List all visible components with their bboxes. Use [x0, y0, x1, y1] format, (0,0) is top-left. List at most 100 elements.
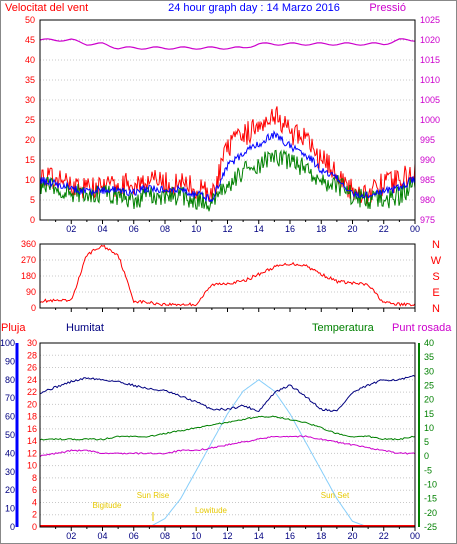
humidity-x-tick-label: 12 — [222, 531, 232, 541]
wind-tick-label: 20 — [25, 135, 35, 145]
rain-tick-label: 18 — [27, 412, 37, 422]
dewpoint-legend: Punt rosada — [392, 322, 452, 334]
graph-date-title: 24 hour graph day : 14 Marzo 2016 — [168, 2, 340, 14]
wind-speed-title: Velocitat del vent — [5, 2, 88, 14]
temperature-tick-label: 15 — [424, 409, 434, 419]
pressure-tick-label: 1020 — [420, 35, 440, 45]
wind-tick-label: 50 — [25, 15, 35, 25]
pressure-tick-label: 975 — [420, 215, 435, 225]
humidity-x-tick-label: 14 — [254, 531, 264, 541]
rain-tick-label: 10 — [27, 461, 37, 471]
temperature-tick-label: 20 — [424, 395, 434, 405]
humidity-x-tick-label: 06 — [129, 531, 139, 541]
pressure-tick-label: 1015 — [420, 55, 440, 65]
humidity-x-tick-label: 18 — [316, 531, 326, 541]
compass-label: N — [432, 303, 440, 315]
wind-tick-label: 25 — [25, 115, 35, 125]
temperature-line — [39, 415, 416, 441]
rain-tick-label: 14 — [27, 436, 37, 446]
temperature-tick-label: -25 — [424, 522, 437, 532]
rain-tick-label: 16 — [27, 424, 37, 434]
direction-tick-label: 360 — [21, 239, 36, 249]
pressure-tick-label: 1025 — [420, 15, 440, 25]
humidity-x-tick-label: 16 — [285, 531, 295, 541]
humidity-tick-label: 0 — [10, 522, 15, 532]
temperature-legend: Temperatura — [312, 322, 375, 334]
humidity-x-tick-label: 02 — [66, 531, 76, 541]
wind-x-tick-label: 16 — [285, 224, 295, 234]
humidity-x-tick-label: 04 — [97, 531, 107, 541]
pressure-tick-label: 1010 — [420, 75, 440, 85]
rain-tick-label: 6 — [32, 485, 37, 495]
temperature-tick-label: -5 — [424, 465, 432, 475]
pressure-tick-label: 1005 — [420, 95, 440, 105]
rain-tick-label: 4 — [32, 497, 37, 507]
pressure-line — [39, 38, 416, 50]
humidity-tick-label: 60 — [5, 412, 15, 422]
direction-tick-label: 90 — [26, 287, 36, 297]
wind-tick-label: 30 — [25, 95, 35, 105]
humidity-tick-label: 40 — [5, 448, 15, 458]
temperature-tick-label: 0 — [424, 451, 429, 461]
temperature-tick-label: -10 — [424, 480, 437, 490]
humidity-tick-label: 10 — [5, 504, 15, 514]
wind-x-tick-label: 14 — [254, 224, 264, 234]
rain-tick-label: 28 — [27, 350, 37, 360]
wind-x-tick-label: 02 — [66, 224, 76, 234]
wind-tick-label: 15 — [25, 155, 35, 165]
temperature-tick-label: 10 — [424, 423, 434, 433]
humidity-tick-label: 20 — [5, 485, 15, 495]
pressure-title: Pressió — [369, 2, 406, 14]
humidity-x-tick-label: 22 — [379, 531, 389, 541]
wind-pressure-panel: 0510152025303540455097598098599099510001… — [25, 15, 440, 234]
wind-x-tick-label: 22 — [379, 224, 389, 234]
humidity-line — [39, 374, 416, 413]
temperature-tick-label: -20 — [424, 508, 437, 518]
wind-tick-label: 40 — [25, 55, 35, 65]
dewpoint-line — [39, 435, 416, 458]
humidity-tick-label: 30 — [5, 467, 15, 477]
rain-tick-label: 22 — [27, 387, 37, 397]
wind-x-tick-label: 04 — [97, 224, 107, 234]
rain-legend: Pluja — [1, 322, 26, 334]
direction-tick-label: 0 — [31, 303, 36, 313]
rain-tick-label: 26 — [27, 363, 37, 373]
humidity-tick-label: 100 — [0, 338, 15, 348]
temperature-tick-label: 30 — [424, 366, 434, 376]
compass-label: W — [431, 255, 442, 267]
rain-tick-label: 2 — [32, 510, 37, 520]
sun-set-label: Sun Set — [321, 491, 350, 500]
temperature-tick-label: 40 — [424, 338, 434, 348]
wind-x-tick-label: 18 — [316, 224, 326, 234]
wind-tick-label: 35 — [25, 75, 35, 85]
lowitude-label: Lowitude — [195, 506, 228, 515]
pressure-tick-label: 980 — [420, 195, 435, 205]
wind-speed-line — [39, 129, 416, 203]
humidity-legend: Humitat — [66, 322, 104, 334]
humidity-tick-label: 90 — [5, 356, 15, 366]
rain-tick-label: 30 — [27, 338, 37, 348]
wind-x-tick-label: 08 — [160, 224, 170, 234]
wind-tick-label: 45 — [25, 35, 35, 45]
temperature-tick-label: 5 — [424, 437, 429, 447]
humidity-x-tick-label: 20 — [347, 531, 357, 541]
wind-tick-label: 5 — [30, 195, 35, 205]
humidity-tick-label: 80 — [5, 375, 15, 385]
wind-x-tick-label: 20 — [347, 224, 357, 234]
humidity-x-tick-label: 00 — [410, 531, 420, 541]
pressure-tick-label: 1000 — [420, 115, 440, 125]
wind-x-tick-label: 10 — [191, 224, 201, 234]
compass-label: E — [432, 287, 439, 299]
pressure-tick-label: 990 — [420, 155, 435, 165]
humidity-temperature-panel: 0246810121416182022242628300102030405060… — [0, 338, 437, 541]
rain-tick-label: 8 — [32, 473, 37, 483]
direction-tick-label: 180 — [21, 271, 36, 281]
wind-x-tick-label: 00 — [410, 224, 420, 234]
wind-x-tick-label: 06 — [129, 224, 139, 234]
sun-rise-label: Sun Rise — [137, 491, 170, 500]
compass-label: N — [432, 239, 440, 251]
